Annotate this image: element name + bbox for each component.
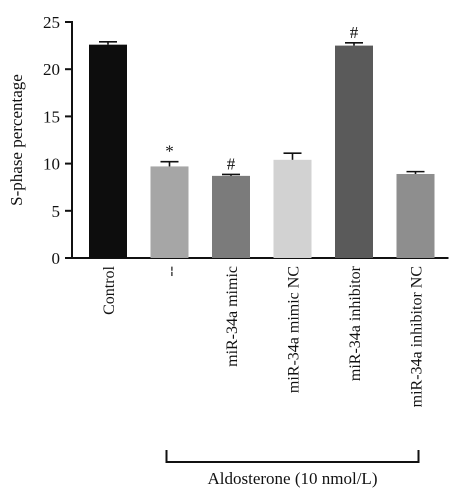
y-tick-label: 5 bbox=[52, 202, 61, 221]
category-label: -- bbox=[163, 266, 180, 277]
category-label: miR-34a mimic NC bbox=[286, 266, 303, 393]
significance-mark: * bbox=[165, 142, 174, 161]
category-label: miR-34a inhibitor NC bbox=[409, 266, 426, 407]
error-bar bbox=[283, 152, 302, 160]
significance-mark: # bbox=[350, 23, 359, 42]
y-axis-label: S-phase percentage bbox=[7, 74, 26, 206]
bars-group: * # # bbox=[89, 23, 435, 258]
bar bbox=[150, 166, 189, 258]
category-label: miR-34a inhibitor bbox=[347, 265, 364, 381]
error-bar bbox=[99, 41, 117, 45]
y-tick-label: 20 bbox=[43, 60, 60, 79]
error-bar bbox=[406, 170, 425, 174]
y-tick-label: 15 bbox=[43, 107, 60, 126]
significance-mark: # bbox=[227, 154, 236, 173]
bar bbox=[396, 173, 435, 258]
bar bbox=[273, 159, 312, 258]
bracket-label: Aldosterone (10 nmol/L) bbox=[208, 469, 378, 488]
category-labels: Control -- miR-34a mimic miR-34a mimic NC mi… bbox=[101, 265, 426, 407]
error-bar bbox=[345, 41, 363, 46]
group-bracket: Aldosterone (10 nmol/L) bbox=[165, 450, 420, 488]
category-label: Control bbox=[101, 265, 118, 314]
bar bbox=[89, 44, 127, 258]
y-axis: 0 5 10 15 20 25 bbox=[43, 13, 449, 268]
y-tick-label: 25 bbox=[43, 13, 60, 32]
bar bbox=[335, 45, 373, 258]
error-bar bbox=[160, 160, 179, 167]
error-bar bbox=[222, 173, 240, 176]
bar bbox=[212, 175, 250, 258]
y-tick-label: 0 bbox=[52, 249, 61, 268]
bracket-line bbox=[165, 450, 420, 463]
category-label: miR-34a mimic bbox=[224, 266, 241, 367]
y-tick-label: 10 bbox=[43, 155, 60, 174]
